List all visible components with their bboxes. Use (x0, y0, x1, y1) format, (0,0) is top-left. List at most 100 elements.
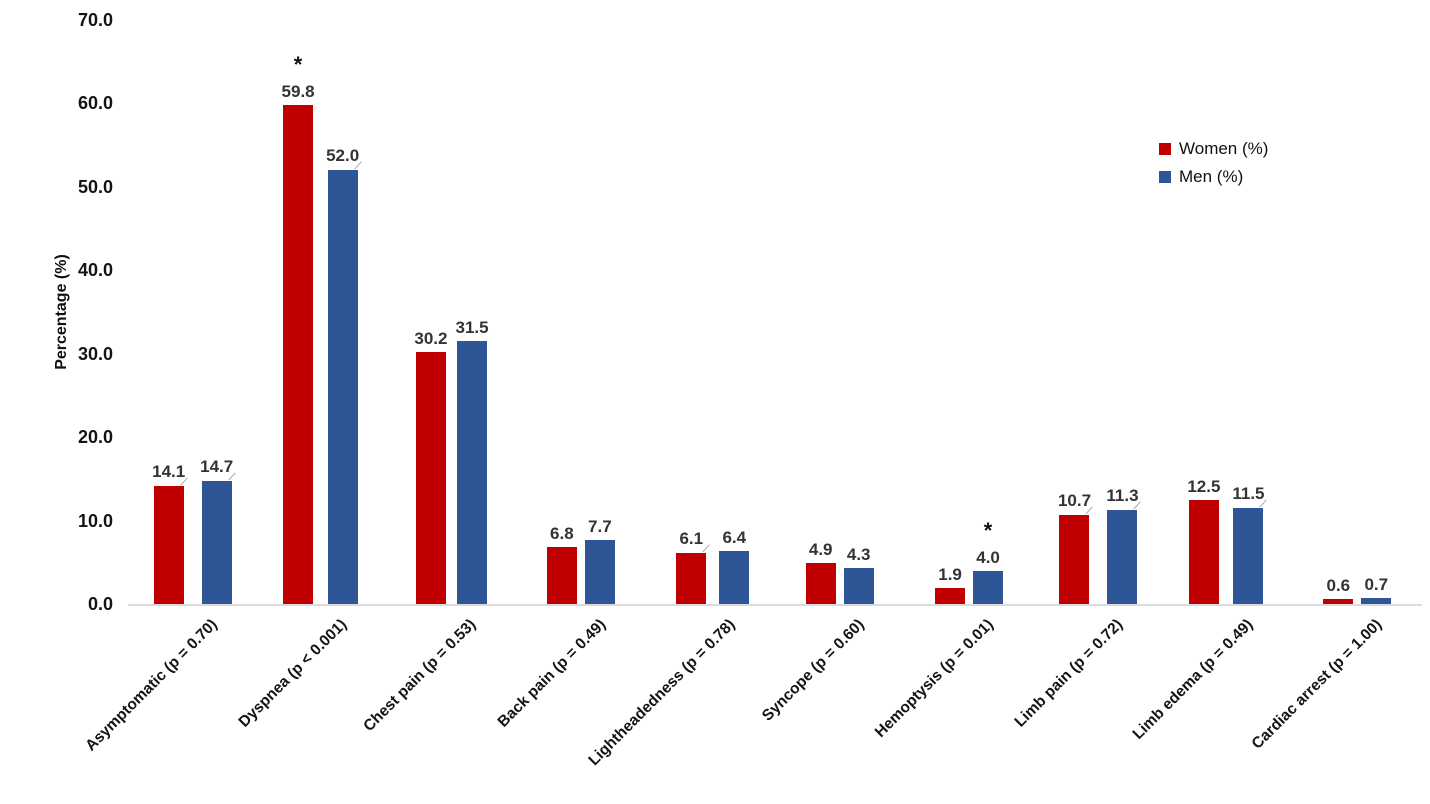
bar-group: * 59.8 52.0 (257, 20, 386, 604)
bar-cell: 14.1 (149, 462, 189, 604)
x-axis-category-label: Syncope (p = 0.60) (759, 616, 868, 725)
bar-cell: 6.8 (546, 524, 577, 604)
bar-cell: 7.7 (584, 516, 615, 604)
significance-asterisk: * (983, 517, 993, 543)
legend-item-men: Men (%) (1159, 166, 1268, 188)
bar-value-label: 4.3 (846, 545, 871, 565)
bar-value-label: 4.0 (976, 547, 1000, 567)
bar-men-10 (1361, 598, 1392, 604)
x-axis-category-label: Asymptomatic (p = 0.70) (82, 616, 221, 755)
x-axis-category-label: Hemoptysis (p = 0.01) (872, 616, 998, 742)
bar-cell: 11.5 (1228, 484, 1268, 604)
bar-group: 14.1 14.7 (128, 20, 257, 604)
bar-women-5 (676, 553, 707, 604)
bar-women-8 (1059, 514, 1090, 604)
x-axis-category-label: Back pain (p = 0.49) (494, 616, 609, 731)
y-axis-tick-label: 10.0 (77, 510, 113, 531)
y-axis-tick-label: 0.0 (87, 594, 113, 614)
bar-cell: 12.5 (1187, 477, 1220, 604)
legend-label-women: Women (%) (1179, 139, 1269, 158)
bar-men-5 (719, 550, 750, 604)
x-axis-category-label: Limb pain (p = 0.72) (1011, 616, 1127, 731)
bar-value-label: 0.6 (1326, 576, 1351, 595)
bar-group: 30.2 31.5 (387, 20, 516, 604)
bar-cell: 0.7 (1361, 575, 1392, 604)
bar-group: 0.6 0.7 (1293, 20, 1422, 604)
bar-value-label: 7.7 (588, 516, 612, 536)
bar-men-9 (1233, 508, 1264, 604)
bar-group: 6.1 6.4 (646, 20, 775, 604)
x-axis-category-label: Lightheadedness (p = 0.78) (585, 616, 739, 770)
legend: Women (%) Men (%) (1159, 138, 1268, 194)
bar-cell: 52.0 (323, 146, 363, 604)
bar-cell: 0.6 (1323, 576, 1354, 604)
bar-women-9 (1188, 499, 1219, 604)
bar-women-3 (415, 352, 446, 604)
bar-cell: * 4.0 (973, 517, 1004, 604)
bar-cell: 6.1 (671, 529, 711, 604)
bar-value-label: 6.8 (550, 524, 574, 544)
bar-men-3 (457, 341, 488, 604)
bar-cell: 30.2 (414, 329, 447, 604)
bar-cell: 4.3 (843, 545, 874, 604)
bar-value-label: 52.0 (326, 146, 360, 166)
y-axis-tick-label: 30.0 (77, 343, 113, 364)
bar-value-label: 30.2 (414, 329, 448, 349)
bar-men-7 (973, 570, 1004, 604)
men-color-swatch-icon (1159, 171, 1171, 183)
bar-value-label: 12.5 (1187, 476, 1221, 496)
bar-cell: * 59.8 (281, 52, 315, 604)
bar-value-label: 59.8 (281, 82, 315, 102)
significance-asterisk: * (293, 52, 303, 78)
bar-value-label: 14.1 (152, 462, 186, 482)
legend-label-men: Men (%) (1179, 167, 1244, 186)
bar-group: 12.5 11.5 (1163, 20, 1292, 604)
bar-cell: 11.3 (1102, 486, 1142, 604)
bar-value-label: 14.7 (200, 457, 234, 477)
bar-cell: 31.5 (455, 318, 489, 604)
bar-women-10 (1323, 599, 1354, 604)
bar-value-label: 6.1 (679, 529, 704, 549)
x-axis-category-label: Cardiac arrest (p = 1.00) (1248, 616, 1386, 753)
bar-men-6 (843, 568, 874, 604)
y-axis-tick-label: 20.0 (77, 427, 113, 448)
bar-value-label: 11.5 (1232, 484, 1265, 504)
bar-men-1 (201, 481, 232, 604)
x-axis-category-label: Limb edema (p = 0.49) (1129, 616, 1256, 743)
label-leader-line (702, 544, 710, 553)
bar-women-4 (546, 547, 577, 604)
bar-women-7 (935, 588, 966, 604)
bar-value-label: 1.9 (938, 565, 962, 585)
y-axis-tick-label: 40.0 (77, 260, 113, 281)
bar-group: 10.7 11.3 (1034, 20, 1163, 604)
bar-group: 1.9 * 4.0 (904, 20, 1033, 604)
bar-group: 6.8 7.7 (516, 20, 645, 604)
bar-men-2 (327, 170, 358, 604)
bar-cell: 4.9 (805, 540, 836, 604)
y-axis-tick-label: 50.0 (77, 176, 113, 197)
women-color-swatch-icon (1159, 143, 1171, 155)
bar-value-label: 10.7 (1057, 490, 1092, 510)
bar-cell: 1.9 (935, 565, 966, 604)
bar-group: 4.9 4.3 (775, 20, 904, 604)
x-axis-line (128, 604, 1422, 606)
bar-women-6 (805, 563, 836, 604)
bar-value-label: 31.5 (455, 318, 489, 338)
bar-value-label: 11.3 (1106, 485, 1139, 505)
bar-women-1 (153, 486, 184, 604)
bar-women-2 (283, 105, 314, 604)
bar-value-label: 6.4 (722, 527, 747, 547)
y-axis-tick-label: 60.0 (77, 93, 113, 114)
bar-men-8 (1107, 509, 1138, 604)
bar-value-label: 0.7 (1364, 575, 1389, 595)
bar-value-label: 4.9 (808, 540, 833, 560)
bar-cell: 10.7 (1054, 491, 1094, 604)
bar-cell: 6.4 (719, 527, 750, 604)
x-axis-category-label: Chest pain (p = 0.53) (360, 616, 480, 735)
y-axis-tick-label: 70.0 (77, 10, 113, 30)
bar-cell: 14.7 (197, 457, 237, 604)
bar-men-4 (584, 539, 615, 604)
legend-item-women: Women (%) (1159, 138, 1268, 160)
x-axis-category-label: Dyspnea (p < 0.001) (235, 616, 351, 731)
